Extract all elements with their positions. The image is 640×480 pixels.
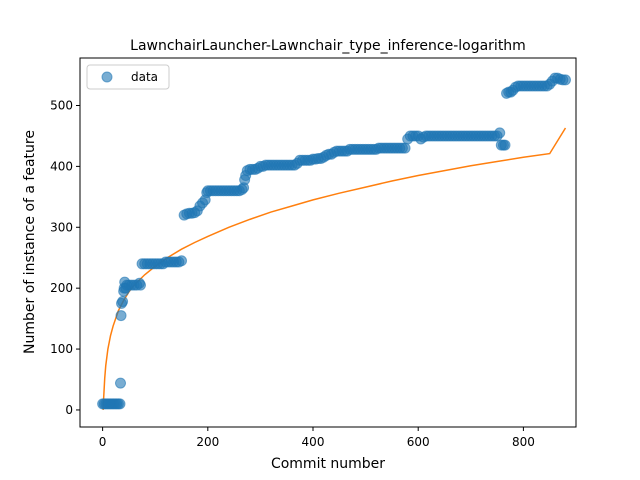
data-points-layer — [97, 72, 571, 410]
y-tick-label: 300 — [50, 220, 73, 234]
y-tick-label: 200 — [50, 281, 73, 295]
data-point — [115, 377, 126, 389]
y-tick-label: 400 — [50, 159, 73, 173]
legend-marker-data — [101, 71, 113, 83]
y-tick-label: 100 — [50, 342, 73, 356]
data-point — [134, 279, 146, 291]
x-axis: 0 200 400 600 800 — [99, 427, 535, 449]
x-axis-label: Commit number — [271, 456, 385, 472]
data-point — [494, 127, 506, 139]
data-point — [399, 142, 411, 154]
y-tick-label: 0 — [65, 403, 73, 417]
legend-label-data: data — [131, 70, 158, 84]
data-point — [114, 398, 126, 410]
data-point — [499, 139, 511, 151]
data-point — [115, 310, 127, 322]
data-point — [176, 255, 188, 267]
legend: data — [86, 64, 170, 90]
data-point — [117, 296, 129, 308]
x-tick-label: 0 — [99, 435, 107, 449]
x-tick-label: 400 — [302, 435, 325, 449]
fit-curve — [102, 127, 567, 410]
legend-box — [86, 64, 170, 90]
y-axis: 0 100 200 300 400 500 — [50, 98, 80, 417]
plot-frame — [79, 57, 577, 428]
data-point — [559, 74, 571, 86]
y-tick-label: 500 — [50, 98, 73, 112]
fit-curve-layer — [102, 127, 567, 410]
x-tick-label: 600 — [407, 435, 430, 449]
x-tick-label: 200 — [196, 435, 219, 449]
x-tick-label: 800 — [512, 435, 535, 449]
y-axis-label: Number of instance of a feature — [22, 130, 38, 354]
chart-title: LawnchairLauncher-Lawnchair_type_inferen… — [130, 38, 526, 54]
plot-area — [79, 57, 577, 428]
